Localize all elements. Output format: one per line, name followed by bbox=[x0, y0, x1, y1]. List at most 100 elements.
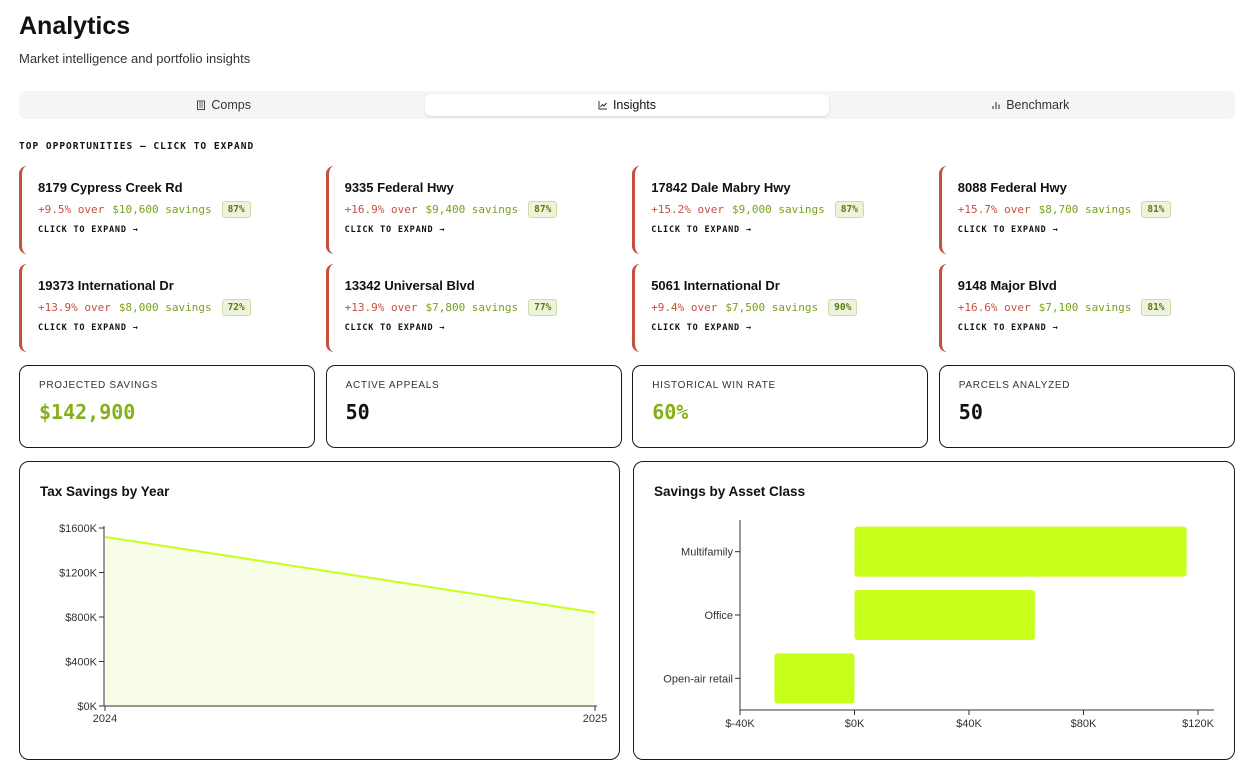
opportunity-card[interactable]: 19373 International Dr +13.9% over $8,00… bbox=[19, 264, 309, 352]
bar bbox=[854, 589, 1035, 641]
x-tick-label: $120K bbox=[1182, 718, 1214, 730]
opportunity-address: 13342 Universal Blvd bbox=[344, 278, 475, 293]
series-line bbox=[104, 535, 596, 614]
category-label: Open-air retail bbox=[663, 673, 733, 685]
chart-title: Savings by Asset Class bbox=[654, 484, 806, 499]
confidence-badge: 87% bbox=[221, 201, 251, 218]
opportunity-card[interactable]: 9335 Federal Hwy +16.9% over $9,400 savi… bbox=[325, 166, 616, 254]
x-tick-label: $40K bbox=[956, 718, 982, 730]
y-tick-label: $1200K bbox=[59, 568, 98, 580]
opportunity-address: 17842 Dale Mabry Hwy bbox=[651, 180, 791, 195]
bar-chart-icon bbox=[992, 102, 1000, 109]
opportunity-address: 8088 Federal Hwy bbox=[957, 180, 1067, 195]
category-label: Office bbox=[704, 610, 733, 622]
x-tick-label: $80K bbox=[1071, 718, 1097, 730]
opportunity-card[interactable]: 5061 International Dr +9.4% over $7,500 … bbox=[632, 264, 923, 352]
kpi-value: 50 bbox=[345, 400, 370, 424]
kpi-value: 60% bbox=[652, 400, 689, 424]
kpi-label: ACTIVE APPEALS bbox=[345, 380, 440, 391]
opportunity-savings: $8,700 savings bbox=[1038, 203, 1132, 216]
opportunities-grid: 8179 Cypress Creek Rd +9.5% over $10,600… bbox=[19, 166, 1235, 352]
opportunity-savings: $9,400 savings bbox=[425, 203, 519, 216]
expand-link[interactable]: CLICK TO EXPAND → bbox=[38, 225, 139, 235]
tab-insights-label: Insights bbox=[612, 98, 657, 112]
tab-benchmark[interactable]: Benchmark bbox=[829, 94, 1232, 116]
opportunity-card[interactable]: 13342 Universal Blvd +13.9% over $7,800 … bbox=[325, 264, 616, 352]
line-chart-icon bbox=[598, 101, 607, 110]
opportunity-address: 19373 International Dr bbox=[38, 278, 174, 293]
kpi-row: PROJECTED SAVINGS $142,900 ACTIVE APPEAL… bbox=[19, 365, 1235, 448]
expand-link[interactable]: CLICK TO EXPAND → bbox=[344, 323, 446, 333]
y-tick-label: $800K bbox=[65, 612, 97, 624]
opportunity-savings: $7,100 savings bbox=[1038, 301, 1132, 314]
expand-link[interactable]: CLICK TO EXPAND → bbox=[651, 225, 752, 235]
tax-savings-chart-card: $0K $400K $800K $1200K $1600K 2024 2025 Tax Sa… bbox=[19, 461, 620, 760]
kpi-active-appeals: ACTIVE APPEALS 50 bbox=[325, 365, 622, 448]
kpi-parcels-analyzed: PARCELS ANALYZED 50 bbox=[938, 365, 1235, 448]
kpi-projected-savings: PROJECTED SAVINGS $142,900 bbox=[19, 365, 315, 448]
kpi-value: 50 bbox=[958, 400, 983, 424]
confidence-badge: 87% bbox=[834, 201, 864, 218]
bar bbox=[774, 653, 855, 704]
asset-class-bar-chart: Multifamily Office Open-air retail $-40K $0K… bbox=[663, 520, 1215, 730]
opportunity-savings: $7,500 savings bbox=[725, 301, 819, 314]
tab-benchmark-label: Benchmark bbox=[1006, 98, 1070, 112]
expand-link[interactable]: CLICK TO EXPAND → bbox=[957, 225, 1059, 235]
opportunity-over-pct: +16.9% over bbox=[344, 203, 418, 216]
tab-comps-label: Comps bbox=[211, 98, 251, 112]
category-label: Multifamily bbox=[681, 547, 733, 559]
chart-title: Tax Savings by Year bbox=[40, 484, 170, 499]
confidence-badge: 90% bbox=[828, 299, 858, 316]
opportunity-savings: $9,000 savings bbox=[732, 203, 825, 216]
opportunity-over-pct: +15.7% over bbox=[957, 203, 1031, 216]
confidence-badge: 72% bbox=[221, 299, 251, 316]
kpi-value: $142,900 bbox=[39, 400, 136, 424]
expand-link[interactable]: CLICK TO EXPAND → bbox=[651, 323, 752, 333]
expand-link[interactable]: CLICK TO EXPAND → bbox=[38, 323, 139, 333]
opportunity-over-pct: +9.4% over bbox=[651, 301, 718, 314]
tax-savings-area-chart: $0K $400K $800K $1200K $1600K 2024 2025 bbox=[59, 523, 607, 725]
confidence-badge: 81% bbox=[1141, 299, 1171, 316]
x-tick-label: $-40K bbox=[725, 718, 755, 730]
tab-bar: Comps Insights Benchmark bbox=[19, 91, 1235, 119]
opportunity-savings: $7,800 savings bbox=[425, 301, 519, 314]
opportunity-over-pct: +16.6% over bbox=[957, 301, 1031, 314]
opportunity-address: 8179 Cypress Creek Rd bbox=[38, 180, 183, 195]
tab-insights[interactable]: Insights bbox=[425, 94, 829, 116]
page-title: Analytics bbox=[19, 12, 131, 40]
confidence-badge: 87% bbox=[528, 201, 558, 218]
opportunity-card[interactable]: 8088 Federal Hwy +15.7% over $8,700 savi… bbox=[938, 166, 1229, 254]
expand-link[interactable]: CLICK TO EXPAND → bbox=[344, 225, 446, 235]
opportunity-card[interactable]: 17842 Dale Mabry Hwy +15.2% over $9,000 … bbox=[632, 166, 923, 254]
opportunity-savings: $8,000 savings bbox=[118, 301, 212, 314]
confidence-badge: 77% bbox=[528, 299, 558, 316]
opportunity-card[interactable]: 9148 Major Blvd +16.6% over $7,100 savin… bbox=[938, 264, 1229, 352]
opportunity-card[interactable]: 8179 Cypress Creek Rd +9.5% over $10,600… bbox=[19, 166, 309, 254]
opportunity-address: 5061 International Dr bbox=[651, 278, 780, 293]
y-tick-label: $1600K bbox=[59, 523, 98, 535]
opportunities-section-label: TOP OPPORTUNITIES — CLICK TO EXPAND bbox=[19, 141, 255, 152]
building-icon bbox=[197, 100, 206, 110]
confidence-badge: 81% bbox=[1141, 201, 1171, 218]
kpi-label: PARCELS ANALYZED bbox=[958, 380, 1071, 391]
expand-link[interactable]: CLICK TO EXPAND → bbox=[957, 323, 1059, 333]
x-tick-label: $0K bbox=[845, 718, 865, 730]
opportunity-over-pct: +13.9% over bbox=[38, 301, 111, 314]
page-subtitle: Market intelligence and portfolio insigh… bbox=[19, 51, 251, 66]
asset-class-chart-card: Multifamily Office Open-air retail $-40K $0K… bbox=[633, 461, 1235, 760]
opportunity-over-pct: +13.9% over bbox=[344, 301, 418, 314]
opportunity-over-pct: +15.2% over bbox=[651, 203, 725, 216]
x-tick-label: 2025 bbox=[583, 713, 607, 725]
opportunity-address: 9335 Federal Hwy bbox=[344, 180, 454, 195]
y-tick-label: $0K bbox=[77, 701, 97, 713]
kpi-label: PROJECTED SAVINGS bbox=[39, 380, 158, 391]
kpi-label: HISTORICAL WIN RATE bbox=[652, 380, 776, 391]
x-tick-label: 2024 bbox=[93, 713, 117, 725]
y-tick-label: $400K bbox=[65, 657, 97, 669]
bar bbox=[854, 526, 1187, 577]
opportunity-savings: $10,600 savings bbox=[112, 203, 212, 216]
opportunity-over-pct: +9.5% over bbox=[38, 203, 105, 216]
tab-comps[interactable]: Comps bbox=[22, 94, 425, 116]
kpi-win-rate: HISTORICAL WIN RATE 60% bbox=[632, 365, 929, 448]
area-fill bbox=[105, 536, 595, 706]
